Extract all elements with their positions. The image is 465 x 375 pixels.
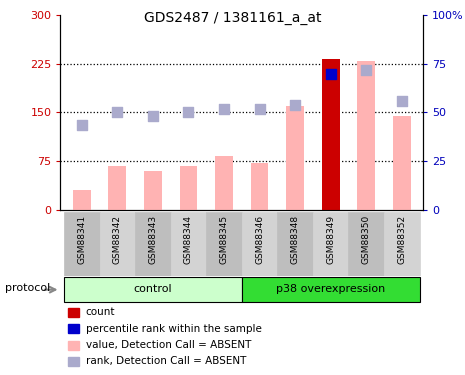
Bar (68, 340, 79, 350)
Bar (135, 212, 171, 276)
Bar (277, 212, 313, 276)
Bar (73, 190, 91, 210)
Bar (108, 166, 126, 210)
Bar (251, 162, 268, 210)
Text: percentile rank within the sample: percentile rank within the sample (86, 324, 262, 334)
Text: GSM88346: GSM88346 (255, 215, 264, 264)
Text: value, Detection Call = ABSENT: value, Detection Call = ABSENT (86, 340, 251, 350)
Bar (384, 212, 419, 276)
Text: GSM88342: GSM88342 (113, 215, 122, 264)
Bar (322, 59, 339, 210)
Point (185, 110, 192, 116)
Text: GSM88341: GSM88341 (77, 215, 86, 264)
Text: protocol: protocol (5, 283, 50, 293)
Point (78, 123, 86, 129)
Text: GSM88349: GSM88349 (326, 215, 335, 264)
Bar (215, 156, 233, 210)
Point (220, 106, 228, 112)
Text: p38 overexpression: p38 overexpression (276, 284, 385, 294)
Bar (358, 60, 375, 210)
Bar (64, 212, 100, 276)
Bar (286, 106, 304, 210)
Text: GSM88345: GSM88345 (219, 215, 228, 264)
Bar (144, 171, 162, 210)
FancyBboxPatch shape (64, 277, 242, 302)
Point (327, 70, 334, 76)
Bar (206, 212, 242, 276)
Bar (68, 308, 79, 317)
Bar (171, 212, 206, 276)
Bar (179, 166, 197, 210)
Text: GSM88350: GSM88350 (362, 215, 371, 264)
Text: GSM88348: GSM88348 (291, 215, 299, 264)
Point (292, 102, 299, 108)
Text: count: count (86, 307, 115, 317)
Bar (393, 116, 411, 210)
Text: GSM88344: GSM88344 (184, 215, 193, 264)
Text: GSM88343: GSM88343 (148, 215, 158, 264)
Point (363, 67, 370, 73)
Bar (348, 212, 384, 276)
Text: GDS2487 / 1381161_a_at: GDS2487 / 1381161_a_at (144, 11, 321, 25)
Point (113, 110, 121, 116)
Bar (100, 212, 135, 276)
Text: control: control (133, 284, 172, 294)
Bar (242, 212, 277, 276)
Bar (68, 357, 79, 366)
FancyBboxPatch shape (242, 277, 419, 302)
Point (256, 106, 263, 112)
Text: rank, Detection Call = ABSENT: rank, Detection Call = ABSENT (86, 356, 246, 366)
Text: GSM88352: GSM88352 (397, 215, 406, 264)
Point (398, 98, 405, 104)
Bar (68, 324, 79, 333)
Bar (313, 212, 348, 276)
Point (149, 113, 157, 119)
